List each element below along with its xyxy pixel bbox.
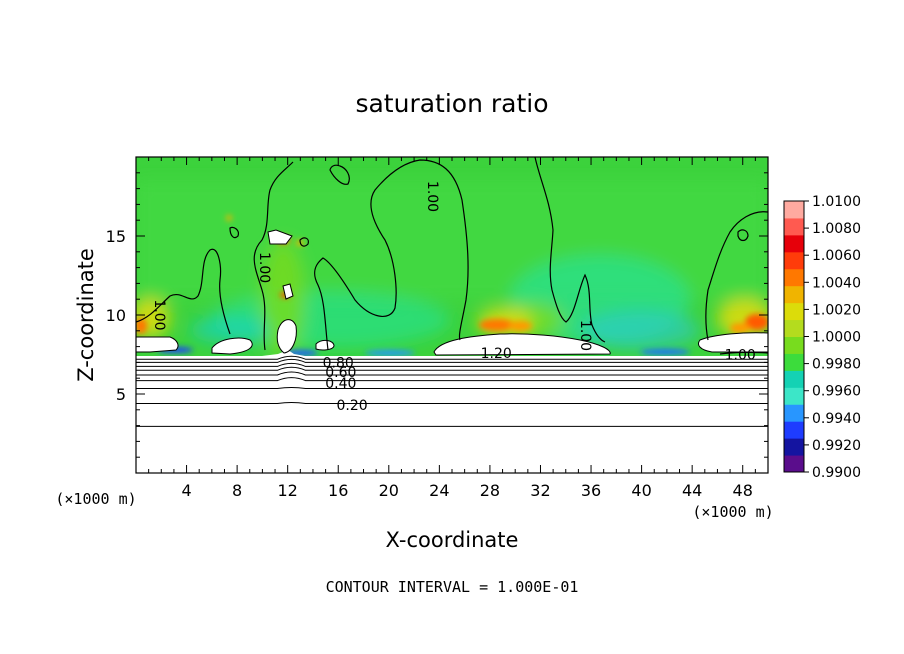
colorbar-swatch <box>784 421 804 439</box>
x-tick-label: 12 <box>278 481 298 500</box>
x-tick-label: 8 <box>232 481 242 500</box>
contour-line <box>136 355 768 360</box>
colorbar-swatch <box>784 438 804 456</box>
colorbar-swatch <box>784 319 804 337</box>
contour-label-text: 1.00 <box>725 348 756 364</box>
colorbar-label: 1.0020 <box>812 302 861 318</box>
contour-label: 1.00 <box>256 252 272 283</box>
x-tick-label: 28 <box>480 481 500 500</box>
x-axis: 4 8 12 16 20 24 28 32 36 40 44 48 <box>148 157 756 500</box>
contour-label: 0.20 <box>337 398 368 414</box>
contour-label-text: 0.40 <box>325 376 356 392</box>
contour-line <box>136 366 768 371</box>
plot-area <box>136 157 768 473</box>
colorbar-swatch <box>784 268 804 287</box>
colorbar-label: 0.9920 <box>812 438 861 454</box>
contour-label-text: 1.00 <box>577 320 593 351</box>
colorbar-swatch <box>784 251 804 270</box>
colorbar-label: 0.9980 <box>812 357 861 373</box>
contour-label-text: 0.20 <box>337 398 368 414</box>
contour-label-text: 1.00 <box>256 252 272 283</box>
field-lower-region <box>136 350 768 473</box>
x-tick-label: 4 <box>181 481 191 500</box>
x-tick-label: 48 <box>733 481 753 500</box>
colorbar-label: 1.0060 <box>812 248 861 264</box>
x-tick-label: 32 <box>530 481 550 500</box>
y-unit-label: (×1000 m) <box>55 490 136 508</box>
cloud-regions <box>136 229 768 356</box>
colorbar-swatch <box>784 353 804 371</box>
colorbar-swatch <box>784 217 804 236</box>
contour-line <box>136 377 768 382</box>
colorbar-swatch <box>784 201 804 219</box>
contour-interval-note: CONTOUR INTERVAL = 1.000E-01 <box>326 578 579 596</box>
colorbar-label: 1.0040 <box>812 275 861 291</box>
contour-label: 1.00 <box>725 348 756 364</box>
x-axis-title: X-coordinate <box>386 528 519 552</box>
contour-line <box>136 402 768 404</box>
colorbar-swatch <box>784 404 804 422</box>
contour-label: 1.00 <box>577 320 593 351</box>
chart-title: saturation ratio <box>355 89 548 118</box>
contour-label: 0.80 <box>323 355 354 371</box>
contour-line <box>136 358 768 363</box>
lower-contour-lines <box>136 355 768 427</box>
x-tick-label: 44 <box>682 481 702 500</box>
x-unit-label: (×1000 m) <box>692 503 773 521</box>
contour-label: 1.20 <box>481 346 512 362</box>
contour-label-text: 1.20 <box>481 346 512 362</box>
x-tick-label: 40 <box>631 481 651 500</box>
colorbar-label: 1.0000 <box>812 330 861 346</box>
colorbar: 1.0100 1.0080 1.0060 1.0040 1.0020 1.0000 0.99… <box>783 194 861 481</box>
colorbar-label: 0.9960 <box>812 384 861 400</box>
contour-label: 0.60 <box>325 365 356 381</box>
colorbar-swatch <box>784 336 804 354</box>
colorbar-swatch <box>784 387 804 405</box>
colorbar-label: 0.9940 <box>812 411 861 427</box>
contour-label: 0.40 <box>325 376 356 392</box>
y-tick-label: 5 <box>116 385 126 404</box>
contour-line <box>136 371 768 376</box>
colorbar-swatch <box>784 370 804 388</box>
y-axis: 5 10 15 <box>106 172 768 458</box>
colorbar-label: 1.0080 <box>812 221 861 237</box>
colorbar-swatch <box>784 234 804 253</box>
colorbar-swatch <box>784 285 804 304</box>
contour-line <box>136 387 768 389</box>
colorbar-label: 1.0100 <box>812 194 861 210</box>
y-axis-title: Z-coordinate <box>74 248 98 382</box>
y-tick-label: 15 <box>106 227 126 246</box>
colorbar-label: 0.9900 <box>812 465 861 481</box>
contour-label: 1.00 <box>424 181 440 212</box>
contour-label-text: 0.60 <box>325 365 356 381</box>
x-tick-label: 36 <box>581 481 601 500</box>
colorbar-swatch <box>784 455 804 473</box>
contour-1.00 <box>136 157 768 355</box>
contour-label-text: 1.00 <box>424 181 440 212</box>
colorbar-swatch <box>784 302 804 321</box>
contour-label: 1.00 <box>151 299 167 330</box>
field-hotspots <box>136 215 768 356</box>
x-tick-label: 20 <box>379 481 399 500</box>
x-tick-label: 16 <box>328 481 348 500</box>
contour-label-text: 0.80 <box>323 355 354 371</box>
x-tick-label: 24 <box>429 481 449 500</box>
contour-labels: 1.00 1.00 1.00 1.00 1.00 1.20 0.800.600.40 0.20 <box>151 181 756 414</box>
y-tick-label: 10 <box>106 306 126 325</box>
contour-line <box>136 362 768 367</box>
contour-label-text: 1.00 <box>151 299 167 330</box>
